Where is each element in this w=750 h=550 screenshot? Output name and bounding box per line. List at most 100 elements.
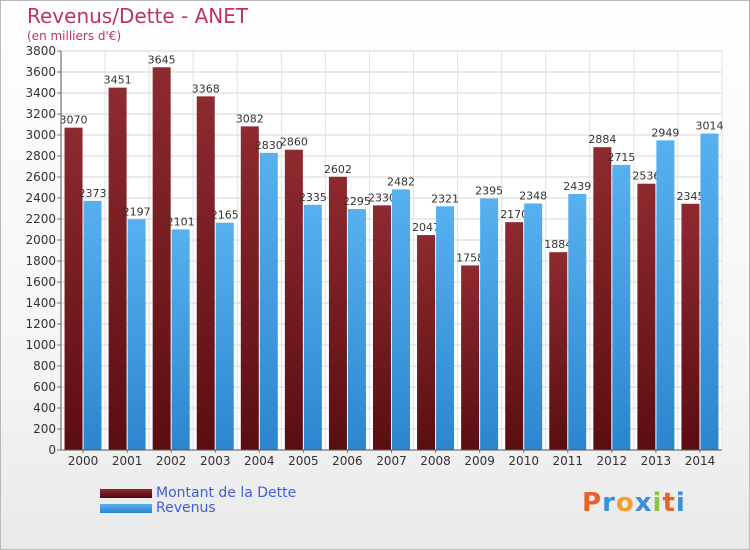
y-tick-label: 1000 (25, 338, 56, 352)
x-tick-label: 2012 (597, 454, 628, 468)
y-tick-label: 2200 (25, 212, 56, 226)
bar-revenus (259, 152, 278, 450)
y-tick-label: 200 (33, 422, 56, 436)
logo-letter: o (615, 488, 635, 518)
data-label-revenus: 2482 (387, 175, 415, 188)
x-tick-label: 2006 (332, 454, 363, 468)
y-tick-label: 600 (33, 380, 56, 394)
bar-revenus (568, 193, 587, 450)
logo-letter: t (662, 488, 676, 518)
bar-revenus (612, 164, 631, 451)
logo-letter: i (675, 488, 686, 518)
data-label-dette: 2345 (676, 190, 704, 203)
y-tick-label: 2800 (25, 149, 56, 163)
y-tick-label: 3200 (25, 107, 56, 121)
y-tick-label: 3600 (25, 65, 56, 79)
bar-dette (196, 96, 215, 451)
x-tick-label: 2013 (641, 454, 672, 468)
data-label-revenus: 2165 (211, 209, 239, 222)
bar-revenus (656, 140, 675, 451)
bar-dette (328, 176, 347, 451)
x-tick-label: 2003 (200, 454, 231, 468)
data-label-revenus: 2348 (519, 189, 547, 202)
bar-revenus (83, 200, 102, 450)
bar-dette (461, 265, 480, 450)
data-label-dette: 2536 (632, 170, 660, 183)
data-label-dette: 3451 (104, 74, 132, 87)
bar-dette (549, 252, 568, 450)
x-tick-label: 2000 (68, 454, 99, 468)
data-label-revenus: 2321 (431, 192, 459, 205)
bar-revenus (303, 204, 322, 450)
data-label-revenus: 2830 (255, 139, 283, 152)
data-label-dette: 2860 (280, 136, 308, 149)
legend-swatch-revenus (100, 504, 152, 513)
logo-letter: r (602, 488, 616, 518)
bar-dette (64, 127, 83, 451)
bar-dette (505, 222, 524, 450)
bar-dette (152, 67, 171, 451)
y-tick-label: 3400 (25, 86, 56, 100)
data-label-dette: 3645 (148, 53, 176, 66)
data-label-dette: 3368 (192, 82, 220, 95)
bar-revenus (392, 189, 410, 450)
y-tick-label: 1600 (25, 275, 56, 289)
bar-revenus (127, 219, 146, 450)
data-label-revenus: 2395 (475, 185, 503, 198)
data-label-dette: 3082 (236, 112, 264, 125)
data-label-revenus: 3014 (695, 120, 723, 133)
legend-label-revenus: Revenus (156, 500, 216, 516)
data-label-revenus: 2439 (563, 180, 591, 193)
data-label-revenus: 2949 (651, 126, 679, 139)
y-tick-label: 1400 (25, 296, 56, 310)
bar-revenus (480, 198, 499, 450)
data-label-dette: 2330 (368, 191, 396, 204)
x-tick-label: 2010 (508, 454, 539, 468)
y-tick-label: 3000 (25, 128, 56, 142)
data-label-dette: 1758 (456, 251, 484, 264)
data-label-dette: 2884 (588, 133, 616, 146)
bar-dette (681, 203, 700, 450)
plot-area (61, 51, 722, 450)
bar-dette (373, 205, 391, 450)
data-label-revenus: 2373 (79, 187, 107, 200)
data-label-revenus: 2295 (343, 195, 371, 208)
data-label-dette: 2170 (500, 208, 528, 221)
bar-dette (240, 126, 259, 450)
x-tick-label: 2014 (685, 454, 716, 468)
legend-swatch-dette (100, 489, 152, 498)
x-tick-label: 2004 (244, 454, 275, 468)
data-label-dette: 2047 (412, 221, 440, 234)
bar-revenus (436, 206, 455, 450)
y-tick-label: 2000 (25, 233, 56, 247)
bar-dette (637, 183, 656, 450)
logo-letter: i (652, 488, 663, 518)
x-tick-label: 2007 (376, 454, 407, 468)
x-tick-label: 2009 (464, 454, 495, 468)
x-tick-label: 2008 (420, 454, 451, 468)
bar-dette (108, 87, 127, 451)
logo-letter: P (582, 488, 603, 518)
legend-label-dette: Montant de la Dette (156, 485, 297, 501)
data-label-dette: 2602 (324, 163, 352, 176)
y-tick-label: 1200 (25, 317, 56, 331)
x-tick-label: 2005 (288, 454, 319, 468)
x-tick-label: 2011 (552, 454, 583, 468)
x-tick-label: 2001 (112, 454, 143, 468)
bar-revenus (347, 209, 366, 450)
proxiti-logo: Proxiti (582, 488, 686, 518)
chart-title: Revenus/Dette - ANET (27, 4, 249, 28)
data-label-revenus: 2335 (299, 191, 327, 204)
y-tick-label: 800 (33, 359, 56, 373)
y-tick-label: 2600 (25, 170, 56, 184)
bar-revenus (524, 203, 543, 450)
y-tick-label: 3800 (25, 44, 56, 58)
logo-letter: x (634, 488, 653, 518)
data-label-revenus: 2715 (607, 151, 635, 164)
y-tick-label: 400 (33, 401, 56, 415)
bar-dette (593, 147, 612, 450)
data-label-dette: 1884 (544, 238, 572, 251)
y-tick-label: 2400 (25, 191, 56, 205)
chart-subtitle: (en milliers d'€) (27, 29, 122, 43)
